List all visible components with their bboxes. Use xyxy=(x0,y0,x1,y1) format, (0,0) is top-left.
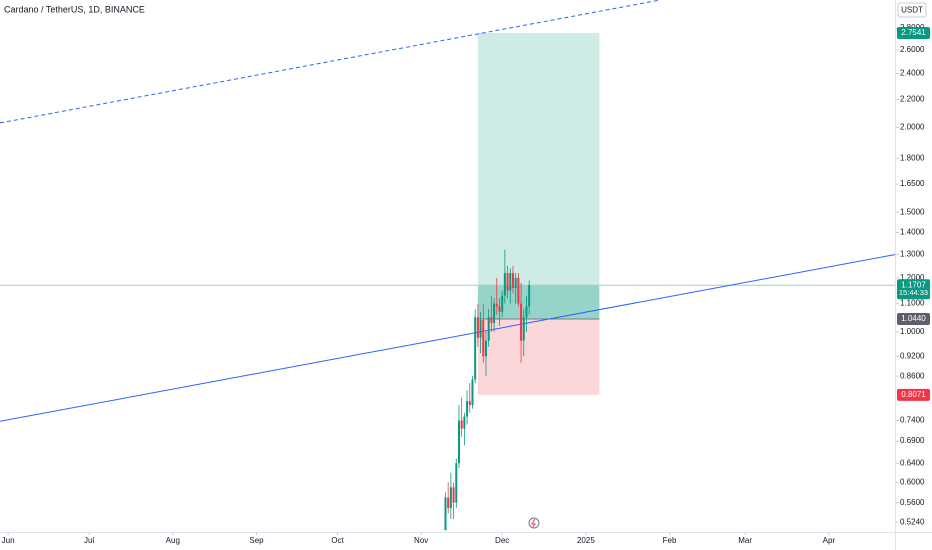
y-tick-label: 2.4000 xyxy=(900,69,925,78)
candle-body xyxy=(452,487,455,503)
candle-body xyxy=(447,497,450,508)
stop-tag-label: 0.8071 xyxy=(901,390,926,399)
x-tick-label: Nov xyxy=(414,536,428,545)
candle-body xyxy=(509,273,512,291)
replay-icon[interactable] xyxy=(528,517,540,529)
candle-body xyxy=(457,420,460,464)
candle-body xyxy=(503,273,506,296)
y-tick-label: 1.3000 xyxy=(900,249,925,258)
y-tick-label: 2.0000 xyxy=(900,122,925,131)
loss-zone xyxy=(477,319,600,395)
candle-body xyxy=(495,303,498,307)
candle-body xyxy=(474,317,477,380)
last-price-tag-label: 1.1707 xyxy=(901,280,926,289)
entry-tag-label: 1.0440 xyxy=(901,314,926,323)
y-tick-label: 0.6900 xyxy=(900,436,925,445)
x-tick-label: 2025 xyxy=(577,536,595,545)
candle-body xyxy=(484,340,487,357)
y-tick-label: 0.8600 xyxy=(900,371,925,380)
candle-body xyxy=(520,303,523,341)
x-tick-label: Jul xyxy=(84,536,94,545)
chart-title: Cardano / TetherUS, 1D, BINANCE xyxy=(4,4,145,14)
y-tick-label: 2.2000 xyxy=(900,94,925,103)
target-tag-label: 2.7541 xyxy=(901,28,926,37)
x-tick-label: Aug xyxy=(166,536,180,545)
candle-body xyxy=(466,401,469,417)
candle-body xyxy=(449,487,452,508)
candle-body xyxy=(501,295,504,312)
candle-body xyxy=(463,416,466,429)
currency: USDT xyxy=(901,6,923,15)
y-tick-label: 1.2000 xyxy=(900,273,925,282)
candle-body xyxy=(468,401,471,405)
y-tick-label: 1.1000 xyxy=(900,299,925,308)
candle-body xyxy=(455,463,458,503)
x-tick-label: Dec xyxy=(495,536,509,545)
y-tick-label: 0.6000 xyxy=(900,477,925,486)
x-tick-label: Oct xyxy=(331,536,344,545)
candle-body xyxy=(514,277,517,288)
last-price-tag xyxy=(897,279,930,300)
y-tick-label: 0.5600 xyxy=(900,498,925,507)
candle-body xyxy=(476,317,479,338)
candle-body xyxy=(482,320,485,357)
y-tick-label: 1.5000 xyxy=(900,207,925,216)
y-tick-label: 0.5240 xyxy=(900,517,925,526)
open-profit xyxy=(477,285,600,320)
y-tick-label: 0.9200 xyxy=(900,351,925,360)
y-tick-label: 1.0000 xyxy=(900,327,925,336)
candle-body xyxy=(528,285,531,307)
currency-box[interactable] xyxy=(897,2,927,18)
x-tick-label: Sep xyxy=(249,536,264,545)
x-tick-label: Apr xyxy=(823,536,836,545)
candle-body xyxy=(493,303,496,323)
candle-body xyxy=(479,320,482,338)
x-tick-label: Feb xyxy=(663,536,677,545)
candle-body xyxy=(498,306,501,312)
candle-body xyxy=(471,379,474,405)
candle-body xyxy=(487,317,490,341)
stop-tag xyxy=(897,388,930,401)
y-tick-label: 0.6400 xyxy=(900,458,925,467)
candle-body xyxy=(490,317,493,323)
target-tag xyxy=(897,26,930,39)
candle-body xyxy=(444,497,447,531)
y-tick-label: 0.7400 xyxy=(900,416,925,425)
plot-area xyxy=(0,0,896,531)
x-tick-label: Mar xyxy=(738,536,752,545)
y-tick-label: 1.8000 xyxy=(900,153,925,162)
profit-zone xyxy=(477,32,600,320)
x-tick-label: Jun xyxy=(2,536,15,545)
candle-body xyxy=(460,420,463,429)
y-tick-label: 1.6500 xyxy=(900,179,925,188)
entry-tag xyxy=(897,313,930,326)
candle-body xyxy=(506,273,509,291)
candle-body xyxy=(525,306,528,318)
countdown: 15:44:33 xyxy=(899,288,928,297)
candle-body xyxy=(517,277,520,304)
y-tick-label: 2.6000 xyxy=(900,45,925,54)
candle-body xyxy=(522,317,525,341)
y-tick-label: 1.4000 xyxy=(900,228,925,237)
candle-body xyxy=(511,273,514,288)
trend-line xyxy=(0,254,896,422)
